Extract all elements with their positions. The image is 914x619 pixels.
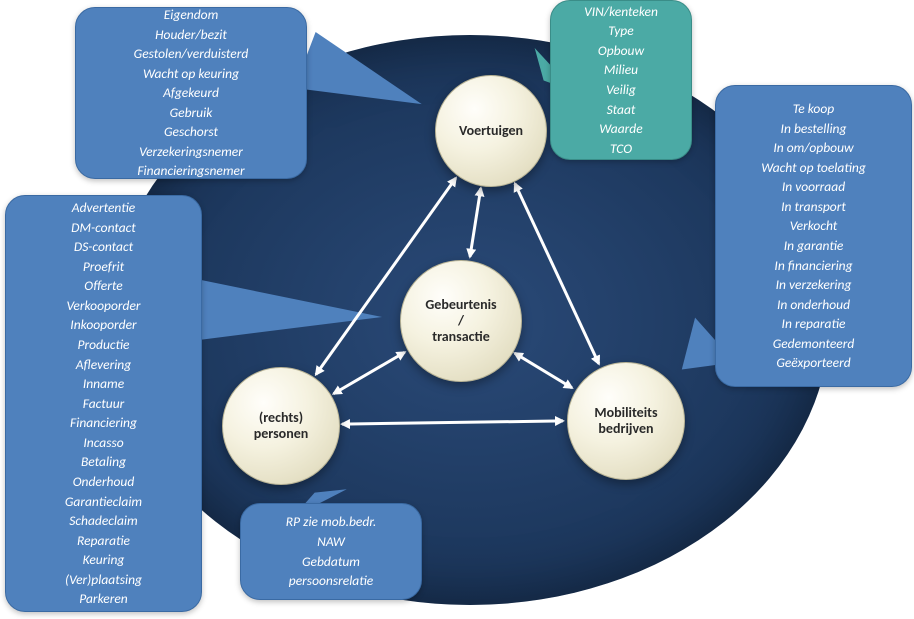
callout-item: DS-contact <box>74 237 133 257</box>
node-voertuigen: Voertuigen <box>435 75 547 187</box>
callout-item: In reparatie <box>782 314 846 334</box>
callout-item: RP zie mob.bedr. <box>286 512 377 532</box>
callout-item: Schadeclaim <box>69 511 137 531</box>
node-gebeurtenis: Gebeurtenis/transactie <box>400 260 522 382</box>
callout-item: Opbouw <box>598 41 644 61</box>
node-label: Voertuigen <box>459 123 523 139</box>
callout-personen-attrs: RP zie mob.bedr.NAWGebdatumpersoonsrelat… <box>240 503 422 600</box>
callout-item: Keuring <box>83 550 125 570</box>
callout-item: Gebdatum <box>302 552 360 572</box>
callout-item: Gebruik <box>170 103 213 123</box>
callout-item: In verzekering <box>776 275 852 295</box>
callout-item: Gestolen/verduisterd <box>134 44 249 64</box>
callout-item: Offerte <box>84 276 122 296</box>
callout-item: In voorraad <box>782 177 845 197</box>
callout-item: In bestelling <box>781 119 847 139</box>
node-personen: (rechts)personen <box>222 367 340 485</box>
callout-item: persoonsrelatie <box>289 571 373 591</box>
callout-item: Gedemonteerd <box>773 334 855 354</box>
callout-item: Houder/bezit <box>155 25 227 45</box>
callout-item: Financiering <box>70 413 137 433</box>
callout-item: Inname <box>83 374 124 394</box>
callout-item: Verkooporder <box>66 296 140 316</box>
callout-item: Staat <box>607 100 636 120</box>
callout-voertuigen-states: EigendomHouder/bezitGestolen/verduisterd… <box>75 7 307 179</box>
callout-item: NAW <box>317 532 345 552</box>
callout-voertuigen-attrs: VIN/kentekenTypeOpbouwMilieuVeiligStaatW… <box>550 0 692 160</box>
callout-item: Financieringsnemer <box>137 161 244 181</box>
callout-item: (Ver)plaatsing <box>65 570 142 590</box>
callout-item: Wacht op toelating <box>761 158 866 178</box>
callout-item: In om/opbouw <box>773 138 853 158</box>
callout-item: Verkocht <box>790 216 838 236</box>
callout-item: In onderhoud <box>777 295 850 315</box>
callout-item: Veilig <box>606 80 636 100</box>
callout-item: Geëxporteerd <box>776 353 850 373</box>
callout-item: Garantieclaim <box>65 492 142 512</box>
callout-item: Factuur <box>83 394 125 414</box>
callout-item: Incasso <box>83 433 123 453</box>
callout-item: Wacht op keuring <box>143 64 239 84</box>
callout-item: Aflevering <box>76 355 131 375</box>
callout-item: Advertentie <box>72 198 135 218</box>
callout-bedrijven-states: Te koopIn bestellingIn om/opbouwWacht op… <box>715 85 912 387</box>
node-label: Mobiliteitsbedrijven <box>594 405 657 437</box>
callout-item: Geschorst <box>164 122 218 142</box>
callout-item: TCO <box>610 139 632 159</box>
callout-item: Parkeren <box>79 589 127 609</box>
callout-gebeurtenissen: AdvertentieDM-contactDS-contactProefritO… <box>5 195 202 612</box>
callout-item: Type <box>608 21 633 41</box>
callout-item: In financiering <box>774 256 852 276</box>
callout-item: VIN/kenteken <box>584 2 658 22</box>
callout-item: Verzekeringsnemer <box>139 142 243 162</box>
callout-item: Reparatie <box>77 531 130 551</box>
callout-item: Productie <box>78 335 130 355</box>
node-label: (rechts)personen <box>254 410 309 442</box>
diagram-stage: Voertuigen Gebeurtenis/transactie (recht… <box>0 0 914 619</box>
callout-item: In garantie <box>784 236 844 256</box>
callout-item: Onderhoud <box>73 472 135 492</box>
callout-item: Eigendom <box>164 5 219 25</box>
callout-item: In transport <box>781 197 846 217</box>
callout-item: Inkooporder <box>70 315 136 335</box>
callout-item: Afgekeurd <box>163 83 219 103</box>
callout-item: Milieu <box>604 60 638 80</box>
callout-item: Proefrit <box>83 257 124 277</box>
callout-item: DM-contact <box>71 218 136 238</box>
callout-item: Te koop <box>793 99 834 119</box>
node-bedrijven: Mobiliteitsbedrijven <box>567 362 685 480</box>
callout-item: Betaling <box>81 452 126 472</box>
callout-item: Waarde <box>599 119 642 139</box>
node-label: Gebeurtenis/transactie <box>425 297 496 345</box>
